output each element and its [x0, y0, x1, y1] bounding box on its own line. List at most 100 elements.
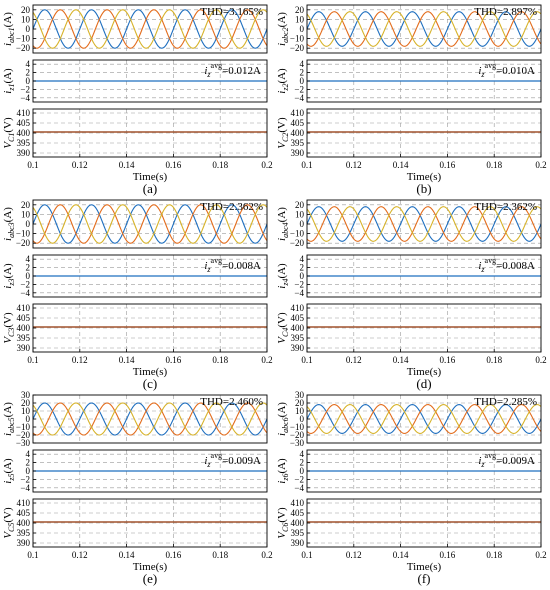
iz-avg-main: i — [478, 65, 481, 77]
x-axis-label: Time(s) — [133, 171, 168, 183]
y-axis-label-unit: (A) — [2, 207, 14, 223]
series-line-phase-b — [307, 206, 541, 242]
iz-avg-sup: avg — [211, 256, 223, 265]
y-axis-label: VC3(V) — [2, 312, 16, 344]
y-tick-label: −4 — [20, 93, 30, 103]
iz-avg-sub: z — [206, 460, 211, 469]
y-axis-label: iz5(A) — [2, 458, 16, 484]
y-tick-label: 10 — [295, 14, 305, 24]
y-tick-label: 395 — [291, 138, 305, 148]
y-axis-label-sub: abc3 — [7, 222, 16, 238]
y-axis-label-main: i — [2, 481, 14, 484]
y-axis-label: iabc5(A) — [2, 402, 16, 436]
iz-avg-main: i — [204, 260, 207, 272]
y-tick-label: −2 — [294, 474, 304, 484]
series-line-phase-b — [33, 402, 267, 436]
y-axis-label-sub: z5 — [7, 474, 16, 482]
y-tick-label: 395 — [17, 138, 31, 148]
iz-avg-value: =0.009A — [222, 455, 261, 467]
y-tick-label: 395 — [17, 528, 31, 538]
x-axis-label: Time(s) — [407, 561, 442, 573]
y-tick-label: 10 — [21, 406, 31, 416]
y-tick-label: −20 — [16, 238, 31, 248]
x-tick-label: 0.2 — [261, 160, 272, 170]
y-tick-label: 4 — [26, 59, 31, 69]
y-axis-label: VC2(V) — [276, 117, 290, 149]
iz-avg-value: =0.008A — [496, 260, 535, 272]
y-axis-label-sub: C5 — [7, 523, 16, 532]
y-axis-label-main: V — [276, 141, 288, 149]
y-axis-label-main: i — [276, 43, 288, 46]
y-tick-label: 30 — [21, 390, 31, 400]
y-tick-label: 400 — [291, 323, 305, 333]
y-tick-label: 10 — [21, 14, 31, 24]
y-tick-label: 20 — [21, 398, 31, 408]
series-line-phase-b — [307, 404, 541, 434]
y-tick-label: 10 — [295, 209, 305, 219]
y-axis-label: VC4(V) — [276, 312, 290, 344]
series-line-phase-a — [307, 404, 541, 434]
thd-annotation: THD=2.362% — [474, 201, 537, 213]
iz-avg-annotation: izavg=0.009A — [204, 451, 261, 469]
y-tick-label: 20 — [295, 5, 305, 15]
series-line-phase-c — [33, 402, 267, 436]
y-tick-label: −10 — [16, 34, 31, 44]
x-tick-label: 0.18 — [212, 160, 228, 170]
y-tick-label: 410 — [17, 498, 31, 508]
chart-panel-c: 20100−10−20iabc3(A)THD=2.362%420−2−4iz3(… — [2, 199, 273, 391]
y-tick-label: −4 — [20, 288, 30, 298]
x-tick-label: 0.18 — [486, 160, 502, 170]
y-axis-label-main: V — [2, 531, 14, 539]
x-tick-label: 0.14 — [393, 550, 409, 560]
y-axis-label: VC5(V) — [2, 507, 16, 539]
y-tick-label: 20 — [21, 200, 31, 210]
y-axis-label: iabc1(A) — [2, 12, 16, 46]
y-axis-label-main: i — [2, 433, 14, 436]
iz-avg-annotation: izavg=0.010A — [478, 61, 535, 79]
y-axis-label-sub: C3 — [7, 328, 16, 337]
y-tick-label: 2 — [26, 263, 31, 273]
y-tick-label: 400 — [291, 128, 305, 138]
y-tick-label: 390 — [17, 148, 31, 158]
iz-avg-sub: z — [206, 265, 211, 274]
y-axis-label-unit: (A) — [276, 402, 288, 418]
y-tick-label: 395 — [291, 333, 305, 343]
series-line-phase-c — [33, 204, 267, 244]
y-axis-label: iabc3(A) — [2, 207, 16, 241]
y-tick-label: −4 — [20, 483, 30, 493]
x-tick-label: 0.14 — [119, 550, 135, 560]
series-line-phase-b — [307, 11, 541, 47]
y-tick-label: 390 — [291, 148, 305, 158]
y-axis-label-unit: (A) — [276, 458, 288, 474]
y-tick-label: 2 — [300, 68, 305, 78]
series-line-phase-c — [307, 11, 541, 47]
chart-panel-e: 3020100−10−20−30iabc5(A)THD=2.460%420−2−… — [2, 390, 273, 586]
y-tick-label: 410 — [17, 303, 31, 313]
y-tick-label: 405 — [17, 313, 31, 323]
y-tick-label: 4 — [26, 254, 31, 264]
chart-panel-d: 20100−10−20iabc4(A)THD=2.362%420−2−4iz4(… — [276, 199, 547, 391]
y-axis-label-sub: z3 — [7, 279, 16, 287]
y-axis-label: VC6(V) — [276, 507, 290, 539]
series-line-phase-a — [33, 204, 267, 244]
iz-avg-sub: z — [480, 460, 485, 469]
y-tick-label: −2 — [20, 279, 30, 289]
y-tick-label: 20 — [295, 398, 305, 408]
y-tick-label: 4 — [300, 254, 305, 264]
panel-caption: (c) — [143, 376, 157, 391]
y-tick-label: 10 — [295, 406, 305, 416]
series-line-phase-c — [307, 206, 541, 242]
y-axis-label-main: i — [276, 481, 288, 484]
iz-avg-annotation: izavg=0.008A — [204, 256, 261, 274]
y-axis-label-unit: (V) — [276, 312, 288, 328]
y-axis-label: VC1(V) — [2, 117, 16, 149]
iz-avg-value: =0.010A — [496, 65, 535, 77]
